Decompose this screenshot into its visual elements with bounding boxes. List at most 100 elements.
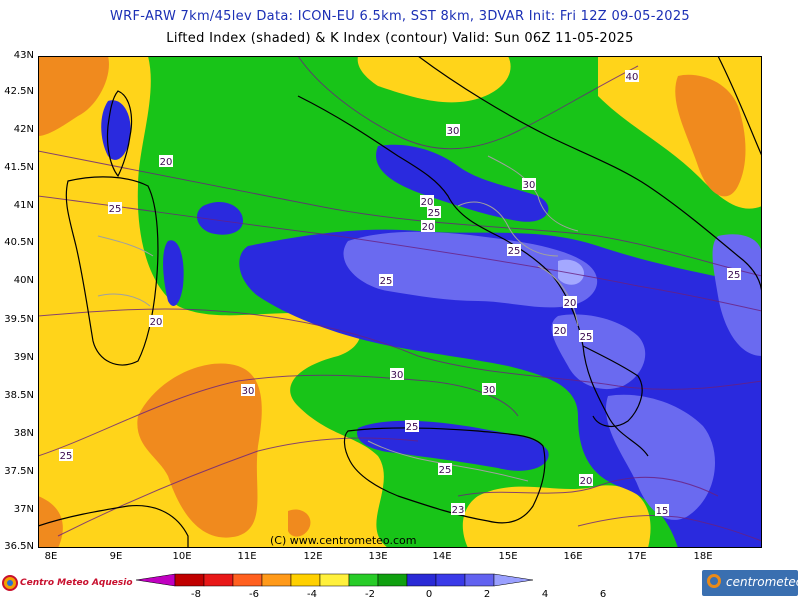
lat-label-39-5: 39.5N <box>4 314 34 325</box>
colorbar-label: -6 <box>249 589 259 600</box>
contour-label: 20 <box>563 296 577 309</box>
contour-label: 30 <box>390 368 404 381</box>
lat-label-43: 43N <box>13 50 34 61</box>
contour-label: 15 <box>655 504 669 517</box>
svg-text:30: 30 <box>447 126 460 137</box>
colorbar-label: -4 <box>307 589 317 600</box>
contour-label: 30 <box>446 124 460 137</box>
colorbar-label: 0 <box>425 589 433 600</box>
li-field-yellow-southeast <box>462 485 651 548</box>
lat-label-37: 37N <box>13 504 34 515</box>
li-field-orange-sicily <box>288 509 311 537</box>
lat-label-37-5: 37.5N <box>4 466 34 477</box>
contour-label: 25 <box>579 330 593 343</box>
svg-text:40: 40 <box>626 72 639 83</box>
contour-label: 25 <box>59 449 73 462</box>
li-field-palest <box>558 259 584 285</box>
svg-text:20: 20 <box>580 476 593 487</box>
lat-label-40-5: 40.5N <box>4 237 34 248</box>
contour-label: 25 <box>507 244 521 257</box>
contour-label: 30 <box>522 178 536 191</box>
colorbar-label: 6 <box>599 589 607 600</box>
contour-label: 20 <box>579 474 593 487</box>
title-line-2: Lifted Index (shaded) & K Index (contour… <box>166 31 634 46</box>
colorbar-label: -8 <box>191 589 201 600</box>
contour-label: 40 <box>625 70 639 83</box>
svg-text:25: 25 <box>109 204 122 215</box>
li-field-blue-tyrrhenian <box>196 201 243 235</box>
credit-text: (C) www.centrometeo.com <box>270 534 417 547</box>
colorbar-label: 2 <box>483 589 491 600</box>
colorbar-segment <box>377 573 408 587</box>
li-field-blue-sardinia-east <box>163 240 184 306</box>
svg-text:30: 30 <box>242 386 255 397</box>
svg-text:20: 20 <box>421 197 434 208</box>
lat-label-41: 41N <box>13 200 34 211</box>
lon-label-16: 16E <box>563 551 583 562</box>
svg-text:25: 25 <box>580 332 593 343</box>
contour-label: 23 <box>451 503 465 516</box>
lat-label-42-5: 42.5N <box>4 86 34 97</box>
svg-text:25: 25 <box>406 422 419 433</box>
contour-label: 30 <box>482 383 496 396</box>
lat-label-40: 40N <box>13 275 34 286</box>
contour-label: 20 <box>159 155 173 168</box>
colorbar-segment <box>493 573 534 587</box>
svg-text:20: 20 <box>160 157 173 168</box>
contour-label: 20 <box>553 324 567 337</box>
svg-text:25: 25 <box>439 465 452 476</box>
colorbar-segment <box>435 573 466 587</box>
svg-text:25: 25 <box>728 270 741 281</box>
lifted-index-colorbar <box>136 573 534 587</box>
li-field-orange-northwest <box>38 56 109 136</box>
svg-text:20: 20 <box>422 222 435 233</box>
li-field-orange-southwest <box>137 363 262 538</box>
title-line-1: WRF-ARW 7km/45lev Data: ICON-EU 6.5km, S… <box>110 9 690 24</box>
colorbar-segment <box>261 573 292 587</box>
svg-text:30: 30 <box>391 370 404 381</box>
contour-label: 30 <box>241 384 255 397</box>
colorbar-segment <box>203 573 234 587</box>
svg-text:23: 23 <box>452 505 465 516</box>
k-index-contours <box>38 56 762 542</box>
lon-label-12: 12E <box>303 551 323 562</box>
li-field-lightblue-calabria <box>551 314 646 390</box>
colorbar-segment <box>290 573 321 587</box>
logo-emblem-icon <box>2 575 18 591</box>
coastlines <box>38 56 762 548</box>
lat-label-38: 38N <box>13 428 34 439</box>
centro-meteo-aquesio-logo: Centro Meteo Aquesio <box>2 568 133 598</box>
lat-label-38-5: 38.5N <box>4 390 34 401</box>
regional-borders <box>97 155 579 482</box>
lon-label-13: 13E <box>368 551 388 562</box>
contour-label: 25 <box>108 202 122 215</box>
li-field-lightblue-ionian <box>605 394 715 520</box>
svg-text:20: 20 <box>150 317 163 328</box>
colorbar-segment <box>232 573 263 587</box>
svg-text:25: 25 <box>428 208 441 219</box>
li-field-yellow-north <box>357 56 511 103</box>
lon-label-9: 9E <box>109 551 123 562</box>
lat-label-39: 39N <box>13 352 34 363</box>
lifted-index-map: 40 30 20 25 30 20 25 20 25 30 25 20 20 2… <box>38 56 762 548</box>
contour-label: 25 <box>379 274 393 287</box>
lon-label-15: 15E <box>498 551 518 562</box>
colorbar-segment <box>348 573 379 587</box>
colorbar-segment <box>406 573 437 587</box>
svg-text:30: 30 <box>483 385 496 396</box>
colorbar-segment <box>319 573 350 587</box>
lon-label-8: 8E <box>44 551 58 562</box>
logo-left-text: Centro Meteo Aquesio <box>20 578 133 588</box>
svg-text:20: 20 <box>554 326 567 337</box>
contour-label: 20 <box>149 315 163 328</box>
contour-label: 25 <box>727 268 741 281</box>
li-field-blue-corsica <box>101 100 131 160</box>
svg-text:25: 25 <box>508 246 521 257</box>
li-field-lightblue-east <box>712 234 762 356</box>
li-field-blue-north <box>376 144 549 222</box>
lat-label-41-5: 41.5N <box>4 162 34 173</box>
contour-label: 25 <box>405 420 419 433</box>
colorbar-label: -2 <box>365 589 375 600</box>
svg-text:30: 30 <box>523 180 536 191</box>
colorbar-segment <box>174 573 205 587</box>
